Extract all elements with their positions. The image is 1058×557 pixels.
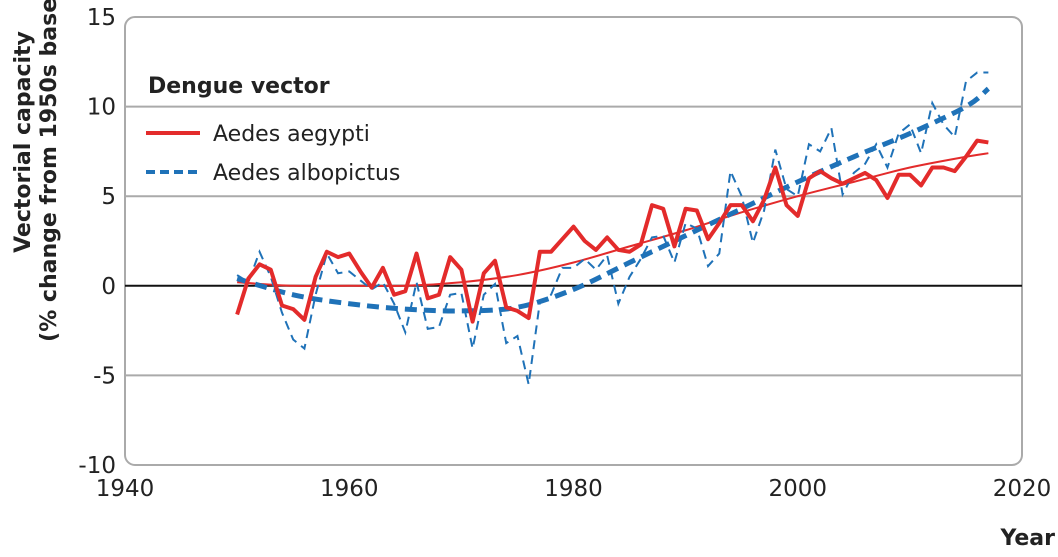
y-tick-label: 15 (87, 5, 116, 31)
legend-title: Dengue vector (148, 74, 330, 99)
x-axis-title: Year (999, 526, 1055, 551)
legend-label-albopictus: Aedes albopictus (213, 161, 400, 186)
plot-frame (124, 16, 1023, 466)
x-tick-label: 2000 (768, 476, 827, 502)
x-tick-label: 2020 (993, 476, 1052, 502)
y-tick-label: 5 (101, 184, 116, 210)
x-tick-label: 1940 (96, 476, 155, 502)
y-tick-label: -5 (93, 363, 116, 389)
x-tick-label: 1980 (544, 476, 603, 502)
y-axis-title-line2: (% change from 1950s baseline) (37, 0, 62, 342)
series-albopictus-line (236, 71, 989, 385)
legend-label-aegypti: Aedes aegypti (213, 122, 370, 147)
series-aegypti-line (235, 138, 989, 324)
trend-albopictus (236, 86, 991, 314)
legend: Dengue vector Aedes aegypti Aedes albopi… (146, 74, 400, 186)
y-tick-label: 10 (87, 95, 116, 121)
x-tick-label: 1960 (320, 476, 379, 502)
y-axis-title-line1: Vectorial capacity (11, 31, 36, 253)
y-tick-label: 0 (101, 274, 116, 300)
y-tick-label: -10 (78, 453, 116, 479)
trend-aegypti (237, 152, 989, 288)
